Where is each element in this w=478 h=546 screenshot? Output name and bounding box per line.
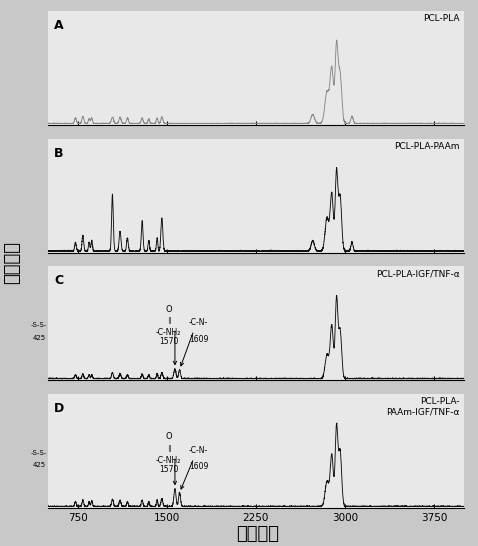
Text: 425: 425	[33, 335, 45, 341]
Text: 1570: 1570	[159, 465, 178, 474]
Text: D: D	[54, 402, 64, 415]
Text: 425: 425	[33, 462, 45, 468]
Text: B: B	[54, 146, 64, 159]
Text: O: O	[165, 432, 172, 441]
Text: A: A	[54, 19, 64, 32]
Text: -S-S-: -S-S-	[30, 450, 46, 456]
Text: PCL-PLA-PAAm: PCL-PLA-PAAm	[394, 142, 459, 151]
Text: -C-NH₂: -C-NH₂	[156, 456, 181, 465]
Text: 1609: 1609	[189, 335, 208, 343]
Text: 1570: 1570	[159, 337, 178, 346]
Text: O: O	[165, 305, 172, 314]
Text: 拉曼位移: 拉曼位移	[237, 525, 280, 543]
Text: ∥: ∥	[167, 444, 170, 450]
Text: C: C	[54, 274, 63, 287]
Text: -C-N-: -C-N-	[189, 318, 208, 327]
Text: PCL-PLA-IGF/TNF-α: PCL-PLA-IGF/TNF-α	[376, 270, 459, 278]
Text: 1609: 1609	[189, 462, 208, 471]
Text: PCL-PLA: PCL-PLA	[423, 14, 459, 23]
Text: -C-NH₂: -C-NH₂	[156, 328, 181, 337]
Text: -S-S-: -S-S-	[30, 322, 46, 328]
Text: ∥: ∥	[167, 316, 170, 323]
Text: PCL-PLA-
PAAm-IGF/TNF-α: PCL-PLA- PAAm-IGF/TNF-α	[386, 397, 459, 417]
Text: -C-N-: -C-N-	[189, 446, 208, 455]
Text: 相对强度: 相对强度	[3, 241, 21, 283]
